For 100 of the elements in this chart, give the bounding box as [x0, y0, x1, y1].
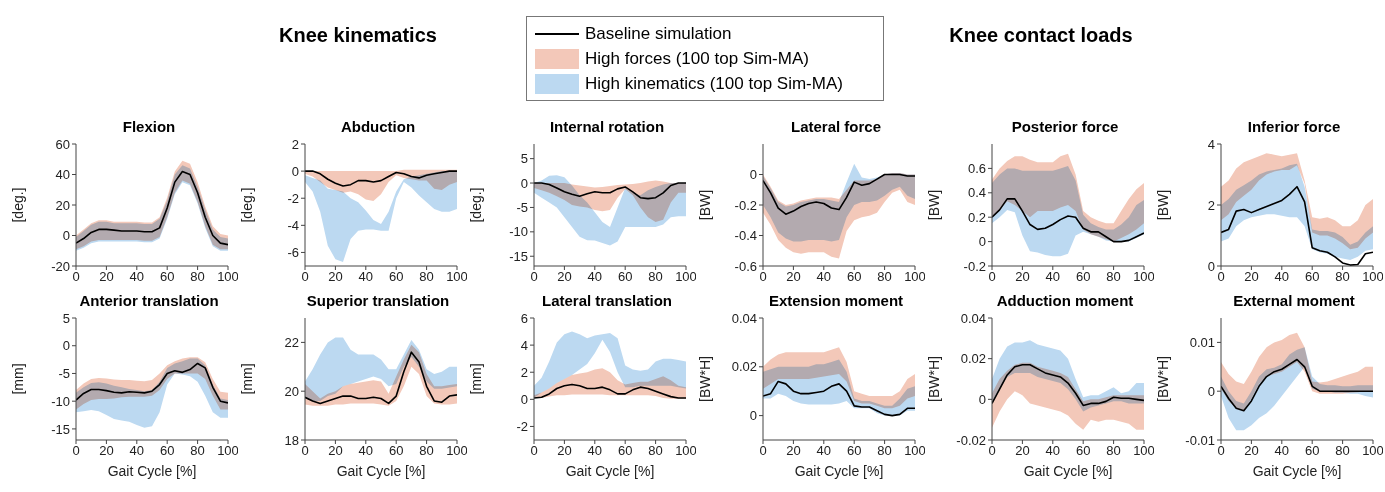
x-tick-label: 40 — [1274, 443, 1290, 459]
y-tick-label: 0.04 — [960, 310, 986, 326]
x-tick-label: 20 — [557, 269, 572, 285]
y-tick-label: -0.01 — [1185, 432, 1215, 448]
y-tick-label: 0 — [1207, 383, 1215, 399]
x-tick-label: 100 — [217, 269, 239, 285]
y-tick-label: 0.02 — [960, 351, 986, 367]
x-tick-label: 20 — [1244, 269, 1259, 285]
x-tick-label: 80 — [190, 443, 205, 459]
chart-title: Anterior translation — [78, 292, 220, 311]
text: Knee kinematics — [278, 24, 438, 47]
x-tick-label: 80 — [877, 443, 892, 459]
x-tick-label: 100 — [904, 269, 926, 285]
x-tick-label: 100 — [1362, 443, 1384, 459]
x-tick-label: 80 — [877, 269, 892, 285]
chart-title: Lateral force — [789, 118, 882, 137]
chart-title: Superior translation — [305, 292, 451, 311]
y-tick-label: 40 — [55, 167, 70, 183]
x-axis-title: Gait Cycle [%] — [335, 462, 427, 480]
x-tick-label: 0 — [988, 269, 996, 285]
x-tick-label: 60 — [159, 443, 175, 459]
x-tick-label: 100 — [446, 269, 468, 285]
y-tick-label: -10 — [51, 393, 70, 409]
y-tick-label: -6 — [287, 245, 299, 261]
y-tick-label: -0.02 — [956, 432, 986, 448]
y-tick-label: -4 — [287, 217, 299, 233]
x-tick-label: 40 — [1274, 269, 1290, 285]
x-tick-label: 40 — [1045, 269, 1061, 285]
x-axis-title: Gait Cycle [%] — [1022, 462, 1114, 480]
x-tick-label: 40 — [587, 443, 603, 459]
y-tick-label: -5 — [516, 200, 528, 216]
y-axis-title: [deg.] — [238, 187, 255, 223]
x-tick-label: 80 — [1106, 443, 1121, 459]
y-tick-label: 22 — [284, 335, 299, 351]
y-tick-label: 5 — [62, 310, 70, 326]
chart-title: Internal rotation — [548, 118, 666, 137]
x-tick-label: 20 — [1015, 443, 1030, 459]
y-tick-label: -5 — [58, 366, 70, 382]
y-axis-title: [deg.] — [9, 187, 26, 223]
y-tick-label: 0 — [520, 391, 528, 407]
x-tick-label: 0 — [1217, 443, 1225, 459]
x-tick-label: 80 — [419, 269, 434, 285]
x-tick-label: 40 — [1045, 443, 1061, 459]
y-tick-label: 5 — [520, 151, 528, 167]
x-tick-label: 40 — [129, 443, 145, 459]
x-tick-label: 80 — [648, 443, 663, 459]
x-tick-label: 0 — [72, 443, 80, 459]
y-tick-label: 0 — [749, 408, 757, 424]
x-tick-label: 60 — [1075, 443, 1091, 459]
y-axis-title: [mm] — [9, 363, 26, 395]
x-tick-label: 80 — [1335, 269, 1350, 285]
y-tick-label: 20 — [284, 383, 299, 399]
x-axis-title: Gait Cycle [%] — [1251, 462, 1343, 480]
x-tick-label: 60 — [617, 269, 633, 285]
y-tick-label: 4 — [1207, 136, 1215, 152]
y-tick-label: 0 — [749, 167, 757, 183]
x-tick-label: 100 — [1133, 443, 1155, 459]
x-tick-label: 0 — [759, 269, 767, 285]
y-tick-label: 18 — [284, 432, 299, 448]
x-tick-label: 20 — [786, 269, 801, 285]
y-tick-label: -2 — [516, 419, 528, 435]
y-tick-label: 2 — [520, 364, 528, 380]
x-tick-label: 60 — [846, 443, 862, 459]
legend-label: High kinematics (100 top Sim-MA) — [585, 73, 843, 94]
x-tick-label: 0 — [530, 269, 538, 285]
x-tick-label: 60 — [1304, 443, 1320, 459]
y-tick-label: 20 — [55, 197, 70, 213]
x-tick-label: 60 — [1304, 269, 1320, 285]
y-tick-label: -2 — [287, 190, 299, 206]
chart-title: Adduction moment — [995, 292, 1135, 311]
x-tick-label: 0 — [759, 443, 767, 459]
text: Knee contact loads — [948, 24, 1134, 47]
y-tick-label: -20 — [51, 258, 70, 274]
y-axis-title: [BW*H] — [696, 356, 713, 402]
x-tick-label: 40 — [587, 269, 603, 285]
x-tick-label: 60 — [617, 443, 633, 459]
y-tick-label: 0.6 — [967, 161, 986, 177]
x-tick-label: 60 — [388, 443, 404, 459]
x-tick-label: 0 — [301, 443, 309, 459]
y-tick-label: -0.2 — [963, 258, 986, 274]
y-tick-label: 0 — [978, 391, 986, 407]
x-tick-label: 60 — [846, 269, 862, 285]
x-tick-label: 20 — [99, 443, 114, 459]
x-tick-label: 0 — [1217, 269, 1225, 285]
y-tick-label: -15 — [51, 421, 70, 437]
x-axis-title: Gait Cycle [%] — [106, 462, 198, 480]
y-tick-label: 4 — [520, 337, 528, 353]
x-axis-title: Gait Cycle [%] — [793, 462, 885, 480]
y-tick-label: 0 — [291, 163, 299, 179]
y-tick-label: 0 — [978, 234, 986, 250]
y-tick-label: 0 — [62, 228, 70, 244]
y-tick-label: -15 — [509, 248, 528, 264]
y-tick-label: 0 — [1207, 258, 1215, 274]
y-tick-label: -10 — [509, 224, 528, 240]
x-tick-label: 80 — [419, 443, 434, 459]
x-tick-label: 20 — [1015, 269, 1030, 285]
x-tick-label: 40 — [816, 443, 832, 459]
chart-title: Lateral translation — [540, 292, 673, 311]
x-tick-label: 80 — [1106, 269, 1121, 285]
y-axis-title: [BW] — [925, 189, 942, 221]
